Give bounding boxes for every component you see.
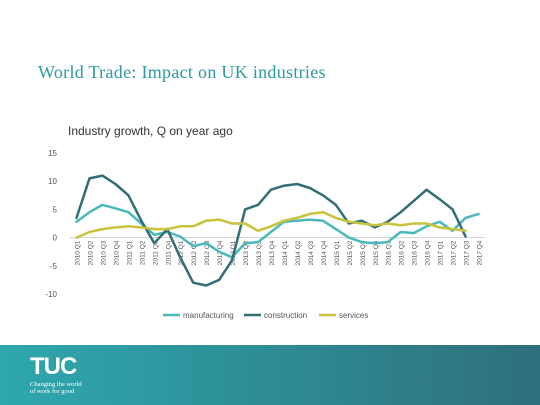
x-tick-label: 2012 Q2 — [191, 240, 198, 265]
x-tick-label: 2015 Q4 — [373, 240, 380, 265]
page-title: World Trade: Impact on UK industries — [38, 62, 326, 82]
x-tick-label: 2017 Q3 — [464, 240, 471, 265]
y-tick-label: 0 — [53, 234, 58, 243]
x-tick-label: 2011 Q1 — [126, 240, 133, 265]
x-tick-label: 2016 Q3 — [412, 240, 419, 265]
x-tick-label: 2010 Q3 — [100, 240, 107, 265]
x-tick-label: 2017 Q2 — [451, 240, 458, 265]
x-tick-label: 2013 Q2 — [243, 240, 250, 265]
y-tick-label: -10 — [45, 290, 57, 299]
x-tick-label: 2014 Q4 — [321, 240, 328, 265]
legend-label-construction: construction — [264, 311, 307, 320]
y-tick-label: 5 — [53, 205, 58, 214]
x-tick-label: 2010 Q1 — [74, 240, 81, 265]
series-lines — [75, 174, 480, 287]
x-tick-label: 2015 Q3 — [360, 240, 367, 265]
x-tick-label: 2015 Q2 — [347, 240, 354, 265]
series-line-construction — [75, 174, 467, 287]
x-tick-label: 2015 Q1 — [334, 240, 341, 265]
x-tick-label: 2013 Q4 — [269, 240, 276, 265]
x-tick-label: 2012 Q1 — [178, 240, 185, 265]
x-tick-label: 2016 Q1 — [386, 240, 393, 265]
x-tick-label: 2014 Q1 — [282, 240, 289, 265]
legend: manufacturing construction services — [163, 311, 368, 320]
x-axis-ticks: 2010 Q1 2010 Q2 2010 Q3 2010 Q4 2011 Q1 2011 … — [74, 240, 483, 265]
x-tick-label: 2011 Q2 — [139, 240, 146, 265]
x-tick-label: 2012 Q3 — [204, 240, 211, 265]
chart-title: Industry growth, Q on year ago — [68, 124, 233, 138]
x-tick-label: 2014 Q2 — [295, 240, 302, 265]
x-tick-label: 2016 Q2 — [399, 240, 406, 265]
x-tick-label: 2016 Q4 — [425, 240, 432, 265]
tuc-logo: TUC — [30, 353, 77, 380]
x-tick-label: 2010 Q4 — [113, 240, 120, 265]
y-tick-label: -5 — [50, 262, 58, 271]
legend-label-manufacturing: manufacturing — [183, 311, 234, 320]
x-tick-label: 2011 Q3 — [152, 240, 159, 265]
legend-label-services: services — [339, 311, 368, 320]
x-tick-label: 2014 Q3 — [308, 240, 315, 265]
y-tick-label: 15 — [48, 149, 57, 158]
tagline: Changing the world of work for good — [30, 381, 90, 395]
series-line-services — [75, 210, 467, 239]
tagline-line-1: Changing the world — [30, 381, 82, 388]
x-tick-label: 2011 Q4 — [165, 240, 172, 265]
y-axis-ticks: 15 10 5 0 -5 -10 — [45, 149, 57, 299]
footer-banner: TUC Changing the world of work for good — [0, 345, 540, 405]
tagline-line-2: of work for good — [30, 388, 75, 395]
x-tick-label: 2017 Q1 — [438, 240, 445, 265]
y-tick-label: 10 — [48, 177, 57, 186]
x-tick-label: 2013 Q3 — [256, 240, 263, 265]
x-tick-label: 2017 Q4 — [477, 240, 484, 265]
x-tick-label: 2010 Q2 — [87, 240, 94, 265]
